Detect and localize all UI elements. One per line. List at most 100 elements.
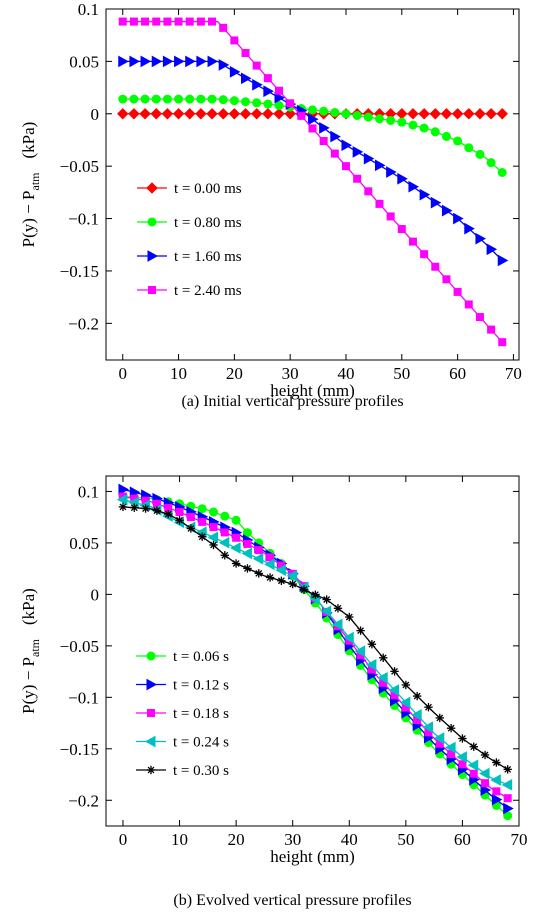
b-y-tick-label: −0.2 (68, 791, 99, 810)
a-x-tick-label: 30 (282, 364, 299, 383)
a-series-0-point (418, 108, 430, 120)
panel-b-ylabel-main: P(y) − P (19, 657, 38, 714)
a-y-tick-label: 0.1 (78, 0, 99, 19)
panel-b-x-axis-label: height (mm) (270, 847, 355, 866)
panel-b-caption: (b) Evolved vertical pressure profiles (173, 892, 411, 909)
a-series-3-point (163, 17, 172, 26)
a-series-2-point (118, 55, 129, 68)
b-series-0-point (231, 515, 241, 525)
b-series-1-point (491, 793, 503, 806)
a-series-0-point (273, 108, 285, 120)
panel-a-y-axis-label: P(y) − Patm (kPa) (19, 122, 42, 248)
a-series-3-point (208, 17, 217, 26)
panel-a-ylabel-unit: (kPa) (19, 122, 38, 159)
a-legend-label: t = 0.00 ms (174, 181, 242, 197)
a-legend-label: t = 1.60 ms (174, 249, 242, 265)
b-legend-marker (146, 651, 156, 661)
b-x-tick-label: 20 (228, 830, 245, 849)
a-series-3-point (252, 61, 261, 70)
b-series-2-point (503, 794, 512, 803)
b-series-3-point (501, 778, 513, 791)
panel-a-ticks: 0 10 20 30 40 50 60 70 0.1 0.05 0 −0.05 −0.1 −0.15 −0.… (60, 0, 522, 383)
b-y-tick-label: −0.1 (68, 688, 99, 707)
b-y-tick-label: 0.1 (78, 482, 99, 501)
a-series-0-point (217, 108, 229, 120)
a-y-tick-label: 0.05 (69, 52, 99, 71)
b-series-2-point (458, 760, 467, 769)
a-series-2-point (162, 55, 174, 68)
a-series-3-point (442, 275, 451, 284)
b-series-4-point (480, 750, 490, 760)
a-series-0-point (128, 108, 140, 120)
b-series-1-point (503, 802, 514, 815)
a-series-3-point (129, 17, 138, 26)
b-legend-label: t = 0.06 s (173, 649, 229, 665)
b-y-tick-label: 0.05 (69, 534, 99, 553)
b-y-tick-label: −0.15 (60, 740, 99, 759)
b-series-2-point (243, 539, 252, 548)
a-y-tick-label: −0.15 (60, 262, 99, 281)
a-series-3-point (219, 23, 228, 32)
a-series-0-point (150, 108, 162, 120)
svg-text:P(y) − Patm(kPa): P(y) − Patm (kPa) (19, 122, 42, 248)
a-series-3-point (330, 149, 339, 158)
a-series-0-point (485, 108, 497, 120)
b-series-4-point (311, 590, 320, 599)
b-legend-label: t = 0.30 s (173, 763, 229, 779)
a-x-tick-label: 20 (226, 364, 243, 383)
b-series-3-point (411, 708, 422, 721)
a-y-tick-label: −0.2 (68, 314, 99, 333)
b-series-4-point (390, 667, 399, 676)
a-series-3-point (386, 212, 395, 221)
b-series-4-point (209, 540, 218, 550)
a-series-1-point (453, 136, 463, 146)
b-series-2-point (266, 553, 275, 562)
a-series-3-point (196, 17, 205, 26)
a-x-tick-label: 60 (449, 364, 466, 383)
a-series-1-point (430, 127, 440, 137)
b-legend-marker (144, 735, 156, 748)
a-series-2-point (397, 172, 408, 185)
b-series-3-point (343, 631, 354, 644)
b-series-3-point (264, 558, 275, 571)
b-legend-marker (146, 765, 156, 775)
a-series-0-point (239, 108, 252, 120)
a-series-1-point (475, 149, 485, 159)
a-series-2-point (497, 254, 509, 267)
a-x-tick-label: 40 (337, 364, 354, 383)
b-series-3-point (388, 684, 400, 696)
b-series-4-point (197, 532, 207, 541)
a-series-3-point (341, 162, 350, 171)
a-legend-item: t = 0.80 ms (137, 215, 242, 231)
a-series-3-point (453, 287, 462, 296)
a-y-tick-label: −0.05 (60, 157, 99, 176)
a-x-tick-label: 10 (170, 364, 187, 383)
b-legend-label: t = 0.18 s (173, 706, 229, 722)
b-x-tick-label: 40 (341, 830, 358, 849)
a-series-1-point (241, 97, 251, 107)
a-series-2-point (129, 55, 140, 68)
b-series-0-point (220, 511, 230, 521)
a-series-2-point (341, 139, 353, 152)
b-series-4-point (333, 604, 343, 613)
a-series-2-point (174, 55, 185, 68)
a-series-0-point (474, 108, 486, 120)
b-series-4-point (164, 509, 173, 519)
b-series-4-point (345, 612, 354, 622)
a-series-3-point (263, 74, 272, 83)
a-series-2-point (330, 130, 341, 143)
a-series-2-point (374, 159, 386, 172)
a-series-0-point (139, 108, 151, 120)
a-series-0-point (396, 108, 408, 120)
b-series-4-point (412, 691, 422, 701)
b-series-2-point (220, 528, 229, 537)
b-series-2 (118, 492, 512, 803)
b-series-0-point (197, 504, 207, 514)
b-x-tick-label: 70 (511, 830, 528, 849)
b-series-3 (116, 493, 513, 791)
panel-a-x-axis-label: height (mm) (270, 381, 355, 400)
a-series-3-point (353, 174, 362, 183)
b-legend-item: t = 0.06 s (136, 649, 229, 665)
b-legend-marker (147, 709, 155, 717)
a-legend-marker (147, 217, 157, 227)
